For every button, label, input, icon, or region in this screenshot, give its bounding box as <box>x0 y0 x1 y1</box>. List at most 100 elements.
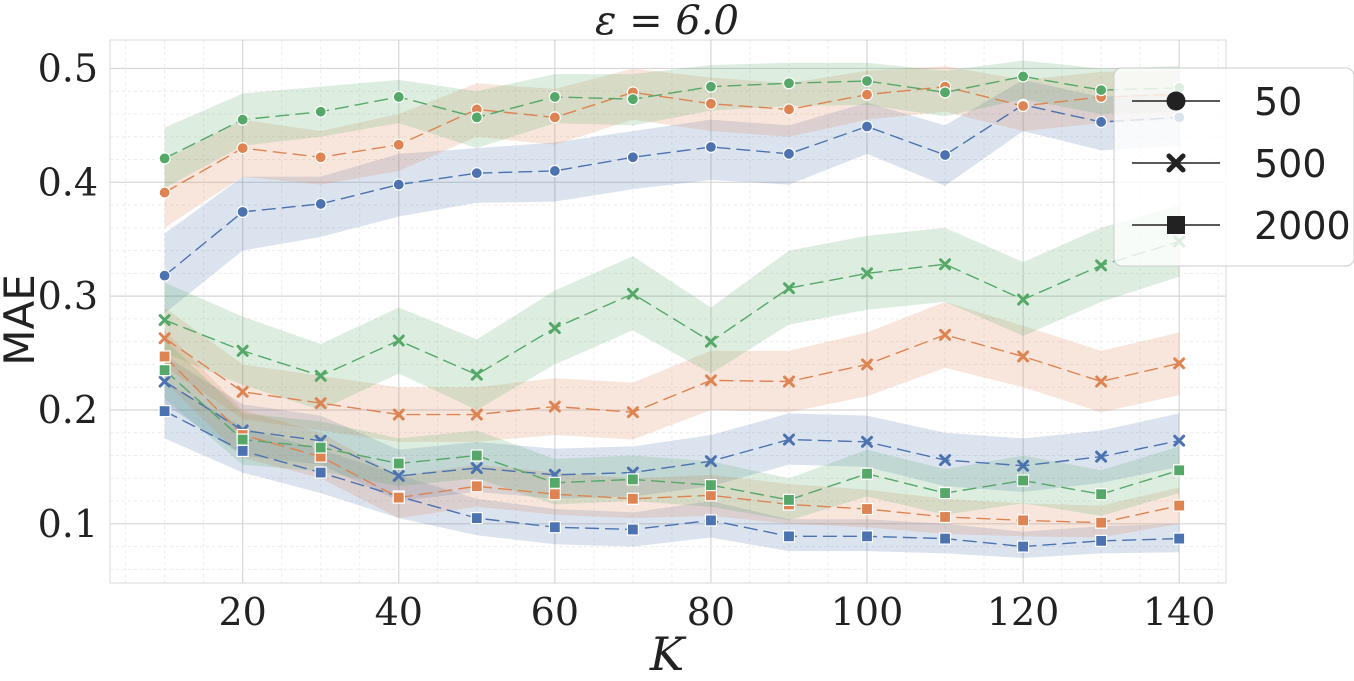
x-marker-stroke <box>939 258 952 271</box>
series-50-blue-point <box>782 147 796 160</box>
x-marker-stroke <box>782 433 795 446</box>
series-50-blue-point <box>1095 115 1108 129</box>
series-500-green-point <box>314 369 327 382</box>
series-500-blue-point <box>861 435 874 448</box>
x-tick-label: 140 <box>1143 590 1216 634</box>
series-50-orange-point <box>1016 99 1030 113</box>
x-marker-stroke <box>392 408 405 421</box>
series-2000-blue-point <box>236 444 249 458</box>
series-2000-blue-line <box>164 410 1180 548</box>
series-2000-blue-point <box>860 530 874 543</box>
series-50-blue-band <box>164 79 1180 314</box>
series-500-green-point <box>704 335 717 348</box>
series-500-orange-point <box>470 408 483 421</box>
series-50-green-point <box>158 152 171 165</box>
series-50-blue-point <box>236 205 249 218</box>
plot-background <box>110 40 1226 583</box>
series-50-blue-point <box>158 269 171 282</box>
legend-marker-circle <box>1166 91 1186 111</box>
series-500-orange-line <box>164 334 1180 416</box>
series-500-green-point <box>939 258 952 271</box>
x-marker-stroke <box>782 282 795 295</box>
legend-label: 500 <box>1254 142 1327 186</box>
series-50-orange-point <box>392 138 405 151</box>
x-marker-stroke <box>1095 259 1108 272</box>
y-axis-ticks: 0.1 0.2 0.3 0.4 0.5 <box>38 46 98 545</box>
y-tick-label: 0.5 <box>38 46 98 90</box>
x-marker-stroke <box>1017 350 1030 363</box>
series-50-blue-point <box>860 120 874 133</box>
series-2000-green-line <box>164 369 1180 501</box>
series-500-orange-point <box>626 406 639 419</box>
series-2000-green-point <box>938 486 952 500</box>
y-tick-label: 0.1 <box>38 502 98 546</box>
x-marker-stroke <box>314 397 327 410</box>
x-marker-stroke <box>236 385 249 398</box>
x-marker-stroke <box>704 335 717 348</box>
series-50-blue-point <box>314 197 327 211</box>
series-50-orange-band <box>164 66 1180 228</box>
series-2000-orange-point <box>704 489 718 502</box>
x-marker-stroke <box>861 358 874 371</box>
series-2000-orange-point <box>626 492 639 505</box>
series-50-blue-point <box>548 164 561 178</box>
series-500-orange-point <box>1017 350 1030 363</box>
x-marker-stroke <box>158 332 171 345</box>
series-500-orange-point <box>548 400 561 413</box>
x-tick-label: 40 <box>375 590 423 634</box>
series-500-blue-point <box>392 469 405 482</box>
series-2000-green-band <box>164 339 1180 521</box>
x-marker-stroke <box>392 469 405 482</box>
series-500-blue-point <box>704 455 717 468</box>
series-50-green-point <box>548 90 561 104</box>
series-2000-blue-point <box>314 466 327 479</box>
x-marker-stroke <box>782 375 795 388</box>
series-lines <box>164 75 1180 548</box>
series-50-green-point <box>236 113 249 126</box>
series-50-orange-point <box>860 88 874 101</box>
legend-label: 2000 <box>1254 204 1351 248</box>
legend-marker-square <box>1167 216 1185 234</box>
x-axis-ticks: 20 40 60 80 100 120 140 <box>218 590 1215 634</box>
series-50-green-line <box>164 75 1180 160</box>
legend-marker-x <box>1166 153 1186 173</box>
x-marker-stroke <box>548 400 561 413</box>
series-500-green-point <box>861 267 874 280</box>
series-500-blue-point <box>158 375 171 388</box>
series-2000-green-point <box>392 457 405 470</box>
series-2000-orange-point <box>392 491 405 504</box>
series-2000-orange-line <box>164 355 1180 524</box>
legend: 50 500 2000 <box>1113 67 1354 267</box>
x-tick-label: 120 <box>987 590 1060 634</box>
series-50-green-point <box>704 80 718 93</box>
series-500-green-point <box>548 322 561 335</box>
series-50-orange-point <box>236 142 249 155</box>
series-500-green-point <box>1017 293 1030 306</box>
series-500-green-point <box>626 287 639 300</box>
series-500-green-point <box>470 368 483 381</box>
x-marker-stroke <box>704 374 717 387</box>
series-2000-blue-point <box>470 512 483 525</box>
series-50-green-point <box>314 105 327 118</box>
x-marker-stroke <box>1095 450 1108 463</box>
series-2000-blue-point <box>1095 534 1108 547</box>
series-2000-blue-point <box>626 523 639 536</box>
series-2000-blue-band <box>164 381 1180 558</box>
x-axis-label: K <box>649 627 687 681</box>
series-2000-green-point <box>236 433 249 446</box>
x-marker-stroke <box>861 267 874 280</box>
y-axis-label: MAE <box>0 274 44 366</box>
series-2000-green-point <box>860 467 874 480</box>
series-500-green-line <box>164 240 1180 377</box>
series-500-green-point <box>782 282 795 295</box>
series-2000-orange-point <box>938 510 952 524</box>
series-500-orange-point <box>939 328 952 341</box>
series-50-green-point <box>938 86 952 99</box>
series-500-green-band <box>164 205 1180 410</box>
series-2000-blue-point <box>158 405 171 418</box>
series-50-orange-point <box>314 151 327 164</box>
series-500-orange-point <box>392 408 405 421</box>
series-2000-orange-point <box>158 350 171 363</box>
series-50-orange-point <box>782 103 796 116</box>
series-2000-orange-point <box>1016 514 1030 527</box>
